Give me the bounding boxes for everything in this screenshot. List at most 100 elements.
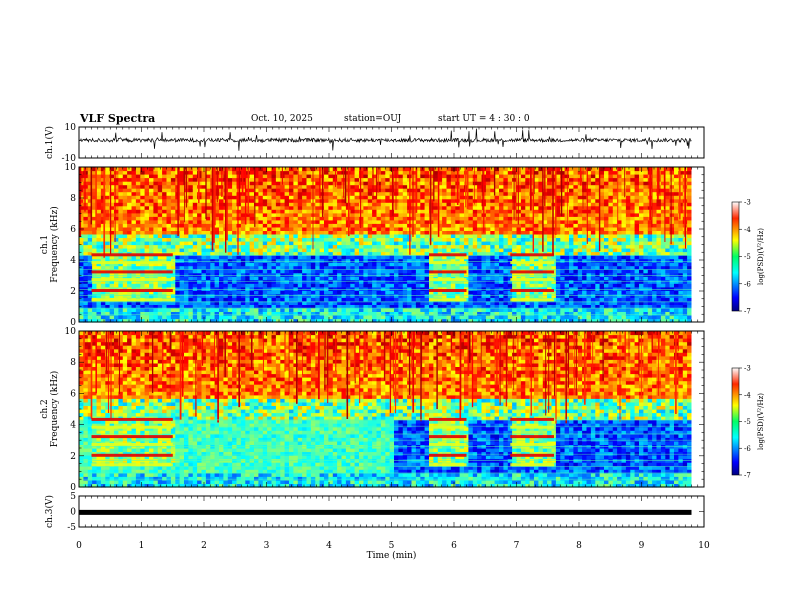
spectrogram-cell xyxy=(415,188,421,193)
spectrogram-cell xyxy=(573,304,579,309)
spectrogram-cell xyxy=(407,262,413,267)
spectrogram-cell xyxy=(284,255,290,260)
spectrogram-cell xyxy=(140,174,146,179)
spectrogram-cell xyxy=(262,226,268,231)
spectrogram-cell xyxy=(197,307,203,312)
spectrogram-cell xyxy=(490,258,496,263)
spectrogram-cell xyxy=(289,262,294,267)
spectrogram-cell xyxy=(499,251,504,256)
spectrogram-cell xyxy=(289,177,294,182)
spectrogram-cell xyxy=(302,233,308,238)
spectrogram-cell xyxy=(293,283,299,288)
spectrogram-cell xyxy=(385,198,391,203)
spectrogram-cell xyxy=(293,304,299,309)
spectrogram-cell xyxy=(573,315,579,320)
spectrogram-cell xyxy=(538,290,544,295)
spectrogram-cell xyxy=(551,212,557,217)
spectrogram-cell xyxy=(354,286,360,291)
spectrogram-cell xyxy=(446,181,452,186)
spectrogram-cell xyxy=(227,276,233,281)
spectrogram-cell xyxy=(459,262,465,267)
spectrogram-cell xyxy=(385,290,391,295)
spectrogram-cell xyxy=(380,307,386,312)
spectrogram-cell xyxy=(529,202,535,207)
spectrogram-cell xyxy=(166,262,172,267)
spectrogram-cell xyxy=(192,226,198,231)
spectrogram-cell xyxy=(118,315,124,320)
spectrogram-cell xyxy=(92,318,98,323)
spectrogram-cell xyxy=(389,255,395,260)
spectrogram-cell xyxy=(477,262,483,267)
spectrogram-cell xyxy=(389,241,395,246)
spectrogram-cell xyxy=(525,237,531,242)
spectrogram-cell xyxy=(560,170,566,175)
spectrogram-cell xyxy=(105,300,111,305)
spectrogram-cell xyxy=(92,181,98,186)
spectrogram-cell xyxy=(332,304,338,309)
spectrogram-cell xyxy=(192,216,198,221)
spectrogram-cell xyxy=(258,248,264,253)
spectrogram-cell xyxy=(232,188,238,193)
spectrogram-cell xyxy=(306,307,312,312)
spectrogram-cell xyxy=(302,241,308,246)
spectrogram-cell xyxy=(363,216,369,221)
spectrogram-cell xyxy=(359,174,364,179)
spectrogram-cell xyxy=(240,265,246,270)
spectrogram-cell xyxy=(350,311,356,316)
spectrogram-cell xyxy=(131,233,137,238)
spectrogram-cell xyxy=(214,255,220,260)
spectrogram-cell xyxy=(359,195,364,200)
spectrogram-cell xyxy=(485,174,491,179)
spectrogram-cell xyxy=(446,170,452,175)
spectrogram-cell xyxy=(144,167,150,172)
spectrogram-cell xyxy=(254,233,259,238)
spectrogram-cell xyxy=(232,167,238,172)
spectrogram-cell xyxy=(433,188,439,193)
spectrogram-cell xyxy=(551,248,557,253)
spectrogram-cell xyxy=(437,262,443,267)
spectrogram-cell xyxy=(485,188,491,193)
spectrogram-cell xyxy=(289,286,294,291)
spectrogram-cell xyxy=(210,318,216,323)
spectrogram-cell xyxy=(87,251,93,256)
spectrogram-cell xyxy=(219,286,224,291)
spectrogram-cell xyxy=(96,315,102,320)
spectrogram-cell xyxy=(214,233,220,238)
spectrogram-cell xyxy=(363,315,369,320)
spectrogram-cell xyxy=(96,304,102,309)
spectrogram-cell xyxy=(481,262,487,267)
spectrogram-cell xyxy=(105,226,111,231)
spectrogram-cell xyxy=(363,286,369,291)
spectrogram-cell xyxy=(79,290,84,295)
spectrogram-cell xyxy=(232,174,238,179)
spectrogram-cell xyxy=(385,170,391,175)
spectrogram-cell xyxy=(127,283,133,288)
spectrogram-cell xyxy=(450,230,456,235)
spectrogram-cell xyxy=(127,300,133,305)
spectrogram-cell xyxy=(398,290,404,295)
spectrogram-cell xyxy=(376,248,382,253)
spectrogram-cell xyxy=(262,209,268,214)
spectrogram-cell xyxy=(324,205,329,210)
spectrogram-cell xyxy=(149,255,154,260)
spectrogram-cell xyxy=(153,255,159,260)
spectrogram-cell xyxy=(442,230,448,235)
spectrogram-cell xyxy=(210,297,216,302)
spectrogram-cell xyxy=(79,216,84,221)
spectrogram-cell xyxy=(122,272,128,277)
spectrogram-cell xyxy=(573,255,579,260)
spectrogram-cell xyxy=(188,255,194,260)
spectrogram-cell xyxy=(341,258,347,263)
spectrogram-cell xyxy=(227,297,233,302)
spectrogram-cell xyxy=(114,255,119,260)
spectrogram-cell xyxy=(507,283,513,288)
spectrogram-cell xyxy=(499,198,504,203)
spectrogram-cell xyxy=(499,258,504,263)
spectrogram-cell xyxy=(372,244,378,249)
spectrogram-cell xyxy=(367,191,373,196)
spectrogram-cell xyxy=(363,258,369,263)
spectrogram-cell xyxy=(569,202,574,207)
spectrogram-cell xyxy=(350,219,356,224)
spectrogram-cell xyxy=(284,181,290,186)
spectrogram-cell xyxy=(205,177,211,182)
